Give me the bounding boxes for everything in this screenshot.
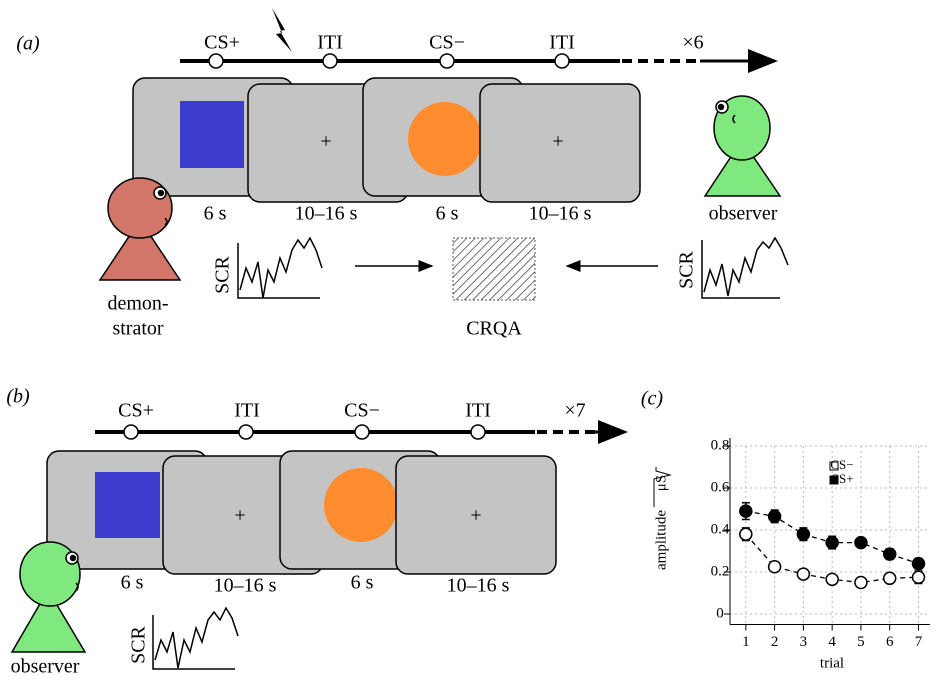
scr-label: SCR xyxy=(128,625,150,663)
y-tick-label: 0.4 xyxy=(711,521,730,537)
point xyxy=(797,528,809,540)
x-tick-label: 7 xyxy=(915,634,923,650)
y-tick-label: 0.6 xyxy=(711,479,730,495)
panel-label: (b) xyxy=(6,386,30,408)
timeline-label: ITI xyxy=(465,400,491,422)
timeline-label: CS+ xyxy=(204,32,240,54)
x-tick-label: 6 xyxy=(886,634,894,650)
scr-label: SCR xyxy=(212,255,234,293)
duration: 10–16 s xyxy=(529,203,592,225)
y-tick-label: 0.8 xyxy=(711,437,730,453)
observer-figure xyxy=(12,542,85,652)
fixation: + xyxy=(552,131,563,153)
panel-label: (a) xyxy=(16,33,40,55)
y-axis-unit-text: μS xyxy=(653,475,669,491)
timeline-label: ITI xyxy=(549,32,575,54)
point xyxy=(855,577,867,589)
timeline-label: ITI xyxy=(234,400,260,422)
point xyxy=(797,568,809,580)
panel-label: (c) xyxy=(641,388,664,410)
x-tick-label: 2 xyxy=(771,634,779,650)
actor-label: demon- xyxy=(107,293,168,315)
point xyxy=(912,571,924,583)
fixation: + xyxy=(320,131,331,153)
figure: (a) CS+ ITI CS− ITI ×6 + + 6 s 10–16 s 6… xyxy=(0,0,938,682)
timeline-label: CS+ xyxy=(118,400,154,422)
scr-trace xyxy=(153,608,238,669)
x-tick-label: 4 xyxy=(828,634,836,650)
point xyxy=(826,573,838,585)
blue-square xyxy=(180,101,244,168)
scr-trace xyxy=(702,238,788,298)
actor-label: observer xyxy=(709,203,778,225)
demonstrator-figure xyxy=(100,178,180,280)
duration: 10–16 s xyxy=(214,575,277,597)
fixation: + xyxy=(470,505,481,527)
point xyxy=(826,537,838,549)
orange-circle xyxy=(408,102,482,176)
point xyxy=(884,572,896,584)
timeline-label: CS− xyxy=(429,32,465,54)
duration: 6 s xyxy=(351,572,374,594)
fixation: + xyxy=(234,505,245,527)
duration: 10–16 s xyxy=(447,575,510,597)
actor-label: observer xyxy=(11,656,80,678)
duration: 10–16 s xyxy=(295,203,358,225)
y-axis-unit: μS xyxy=(653,467,670,507)
scr-label: SCR xyxy=(676,250,698,288)
scr-trace xyxy=(238,238,322,298)
legend-label: CS− xyxy=(830,457,853,472)
timeline-label: CS− xyxy=(344,400,380,422)
y-tick-label: 0.2 xyxy=(711,563,730,579)
point xyxy=(855,537,867,549)
point xyxy=(769,510,781,522)
observer-figure xyxy=(705,96,780,196)
orange-circle xyxy=(324,468,398,542)
blue-square xyxy=(95,472,160,538)
x-tick-label: 3 xyxy=(800,634,808,650)
repeat-label: ×6 xyxy=(682,32,703,54)
duration: 6 s xyxy=(436,203,459,225)
point xyxy=(740,528,752,540)
x-tick-label: 5 xyxy=(857,634,865,650)
actor-label: strator xyxy=(112,318,163,340)
legend-label: CS+ xyxy=(830,471,853,486)
shock-icon xyxy=(272,8,292,52)
y-tick-label: 0 xyxy=(716,605,724,621)
y-axis-label: amplitude xyxy=(653,510,669,570)
x-tick-label: 1 xyxy=(742,634,750,650)
duration: 6 s xyxy=(121,572,144,594)
timeline-label: ITI xyxy=(317,32,343,54)
point xyxy=(769,561,781,573)
repeat-label: ×7 xyxy=(564,400,585,422)
crqa-label: CRQA xyxy=(466,318,522,340)
duration: 6 s xyxy=(204,203,227,225)
point xyxy=(740,505,752,517)
point xyxy=(884,548,896,560)
point xyxy=(912,558,924,570)
x-axis-label: trial xyxy=(820,655,844,671)
crqa-plot xyxy=(453,238,535,300)
